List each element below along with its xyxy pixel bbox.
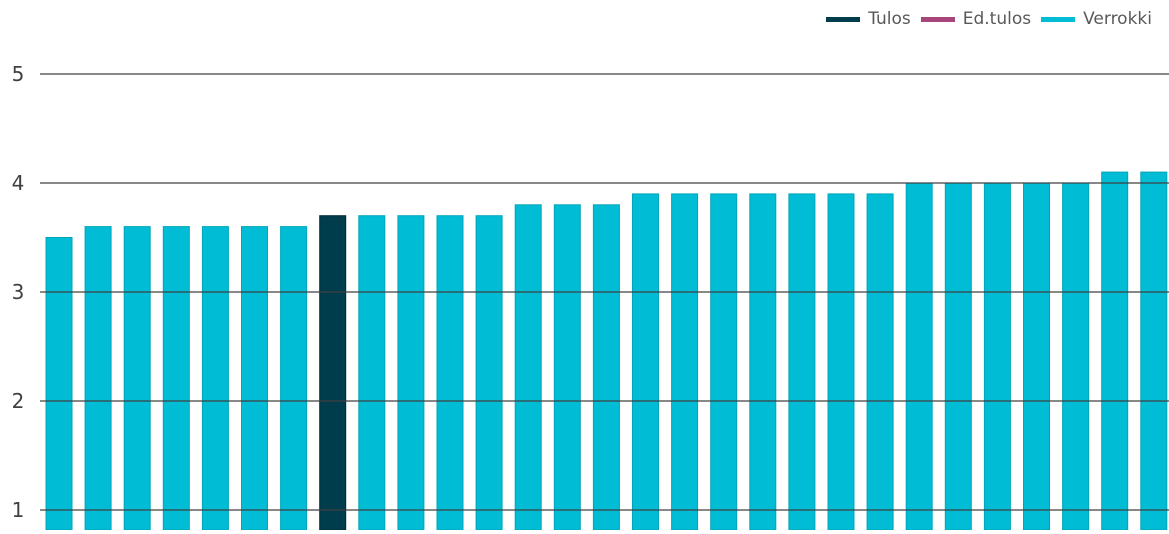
bar-verrokki [1140, 171, 1168, 531]
bar-verrokki [397, 215, 425, 531]
legend: Tulos Ed.tulos Verrokki [816, 9, 1152, 29]
bar-verrokki [632, 193, 659, 531]
legend-swatch-tulos [826, 16, 861, 22]
bar-verrokki [1062, 182, 1090, 531]
legend-item-tulos: Tulos [826, 9, 911, 29]
bar-verrokki [710, 193, 738, 531]
bar-verrokki [162, 226, 190, 531]
legend-swatch-ed-tulos [920, 16, 955, 22]
bar-verrokki [241, 226, 268, 531]
legend-swatch-verrokki [1041, 16, 1076, 22]
bar-verrokki [905, 182, 933, 531]
bar-verrokki [983, 182, 1011, 531]
bar-verrokki [201, 226, 229, 531]
y-tick-label: 1 [12, 498, 25, 522]
bar-verrokki [592, 204, 620, 531]
bar-verrokki [1101, 171, 1129, 531]
bar-verrokki [84, 226, 112, 531]
y-tick-label: 5 [12, 62, 25, 86]
y-tick-label: 3 [12, 280, 25, 304]
bar-verrokki [553, 204, 581, 531]
legend-label-verrokki: Verrokki [1083, 9, 1152, 29]
bar-verrokki [1023, 182, 1050, 531]
bar-verrokki [436, 215, 464, 531]
bar-tulos [319, 215, 347, 531]
legend-item-ed-tulos: Ed.tulos [920, 9, 1032, 29]
legend-label-tulos: Tulos [868, 9, 911, 29]
bar-verrokki [671, 193, 699, 531]
bar-verrokki [475, 215, 503, 531]
y-tick-label: 2 [12, 389, 25, 413]
bar-verrokki [866, 193, 894, 531]
y-tick-label: 4 [12, 171, 25, 195]
bar-verrokki [788, 193, 816, 531]
bar-verrokki [45, 237, 73, 531]
legend-label-ed-tulos: Ed.tulos [962, 9, 1032, 29]
bar-verrokki [827, 193, 855, 531]
bar-verrokki [358, 215, 386, 531]
bar-verrokki [280, 226, 308, 531]
bar-verrokki [944, 182, 972, 531]
bar-verrokki [749, 193, 777, 531]
bar-verrokki [514, 204, 542, 531]
legend-item-verrokki: Verrokki [1041, 9, 1152, 29]
bars [45, 171, 1168, 531]
y-axis-ticks: 1 2 3 4 5 [12, 62, 25, 522]
bar-verrokki [123, 226, 151, 531]
